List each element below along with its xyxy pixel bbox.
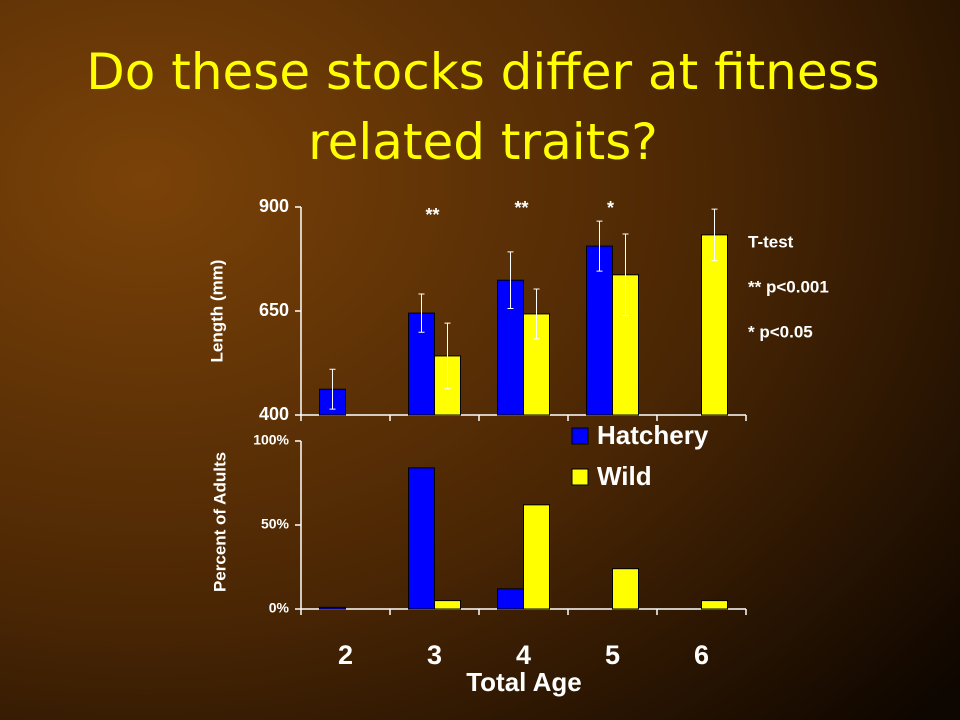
bar bbox=[612, 568, 639, 610]
legend-label: Hatchery bbox=[597, 420, 709, 450]
error-bar bbox=[444, 322, 451, 390]
bar bbox=[523, 504, 550, 610]
x-tick-label: 3 bbox=[427, 640, 442, 670]
x-tick-label: 2 bbox=[338, 640, 353, 670]
legend-label: Wild bbox=[597, 461, 652, 491]
x-axis-label: Total Age bbox=[466, 667, 582, 697]
bar bbox=[701, 234, 728, 416]
y-tick-label: 400 bbox=[259, 404, 289, 424]
y-axis-label: Percent of Adults bbox=[210, 452, 229, 592]
error-bar bbox=[622, 233, 629, 317]
note: ** p<0.001 bbox=[748, 277, 829, 296]
y-tick-label: 0% bbox=[269, 600, 290, 616]
error-bar bbox=[329, 368, 336, 410]
y-tick-label: 650 bbox=[259, 300, 289, 320]
error-bar bbox=[711, 208, 718, 262]
error-bar bbox=[533, 288, 540, 340]
legend-swatch bbox=[571, 427, 589, 445]
x-tick-label: 4 bbox=[516, 640, 531, 670]
bar bbox=[701, 600, 728, 610]
note: * p<0.05 bbox=[748, 322, 813, 341]
y-tick-label: 100% bbox=[253, 432, 289, 448]
slide-title: Do these stocks differ at fitness related… bbox=[86, 43, 879, 171]
bar bbox=[408, 467, 435, 610]
significance-label: ** bbox=[514, 198, 528, 218]
error-bar bbox=[507, 251, 514, 310]
y-axis-label: Length (mm) bbox=[207, 260, 226, 363]
legend-swatch bbox=[571, 468, 589, 486]
bar bbox=[319, 606, 346, 610]
x-tick-label: 5 bbox=[605, 640, 620, 670]
note: T-test bbox=[748, 232, 794, 251]
error-bar bbox=[596, 220, 603, 272]
y-tick-label: 900 bbox=[259, 196, 289, 216]
bar bbox=[434, 600, 461, 610]
bar bbox=[586, 245, 613, 416]
error-bar bbox=[418, 293, 425, 333]
y-tick-label: 50% bbox=[261, 516, 290, 532]
bar bbox=[497, 588, 524, 610]
significance-label: * bbox=[607, 198, 614, 218]
significance-label: ** bbox=[425, 205, 439, 225]
x-tick-label: 6 bbox=[694, 640, 709, 670]
